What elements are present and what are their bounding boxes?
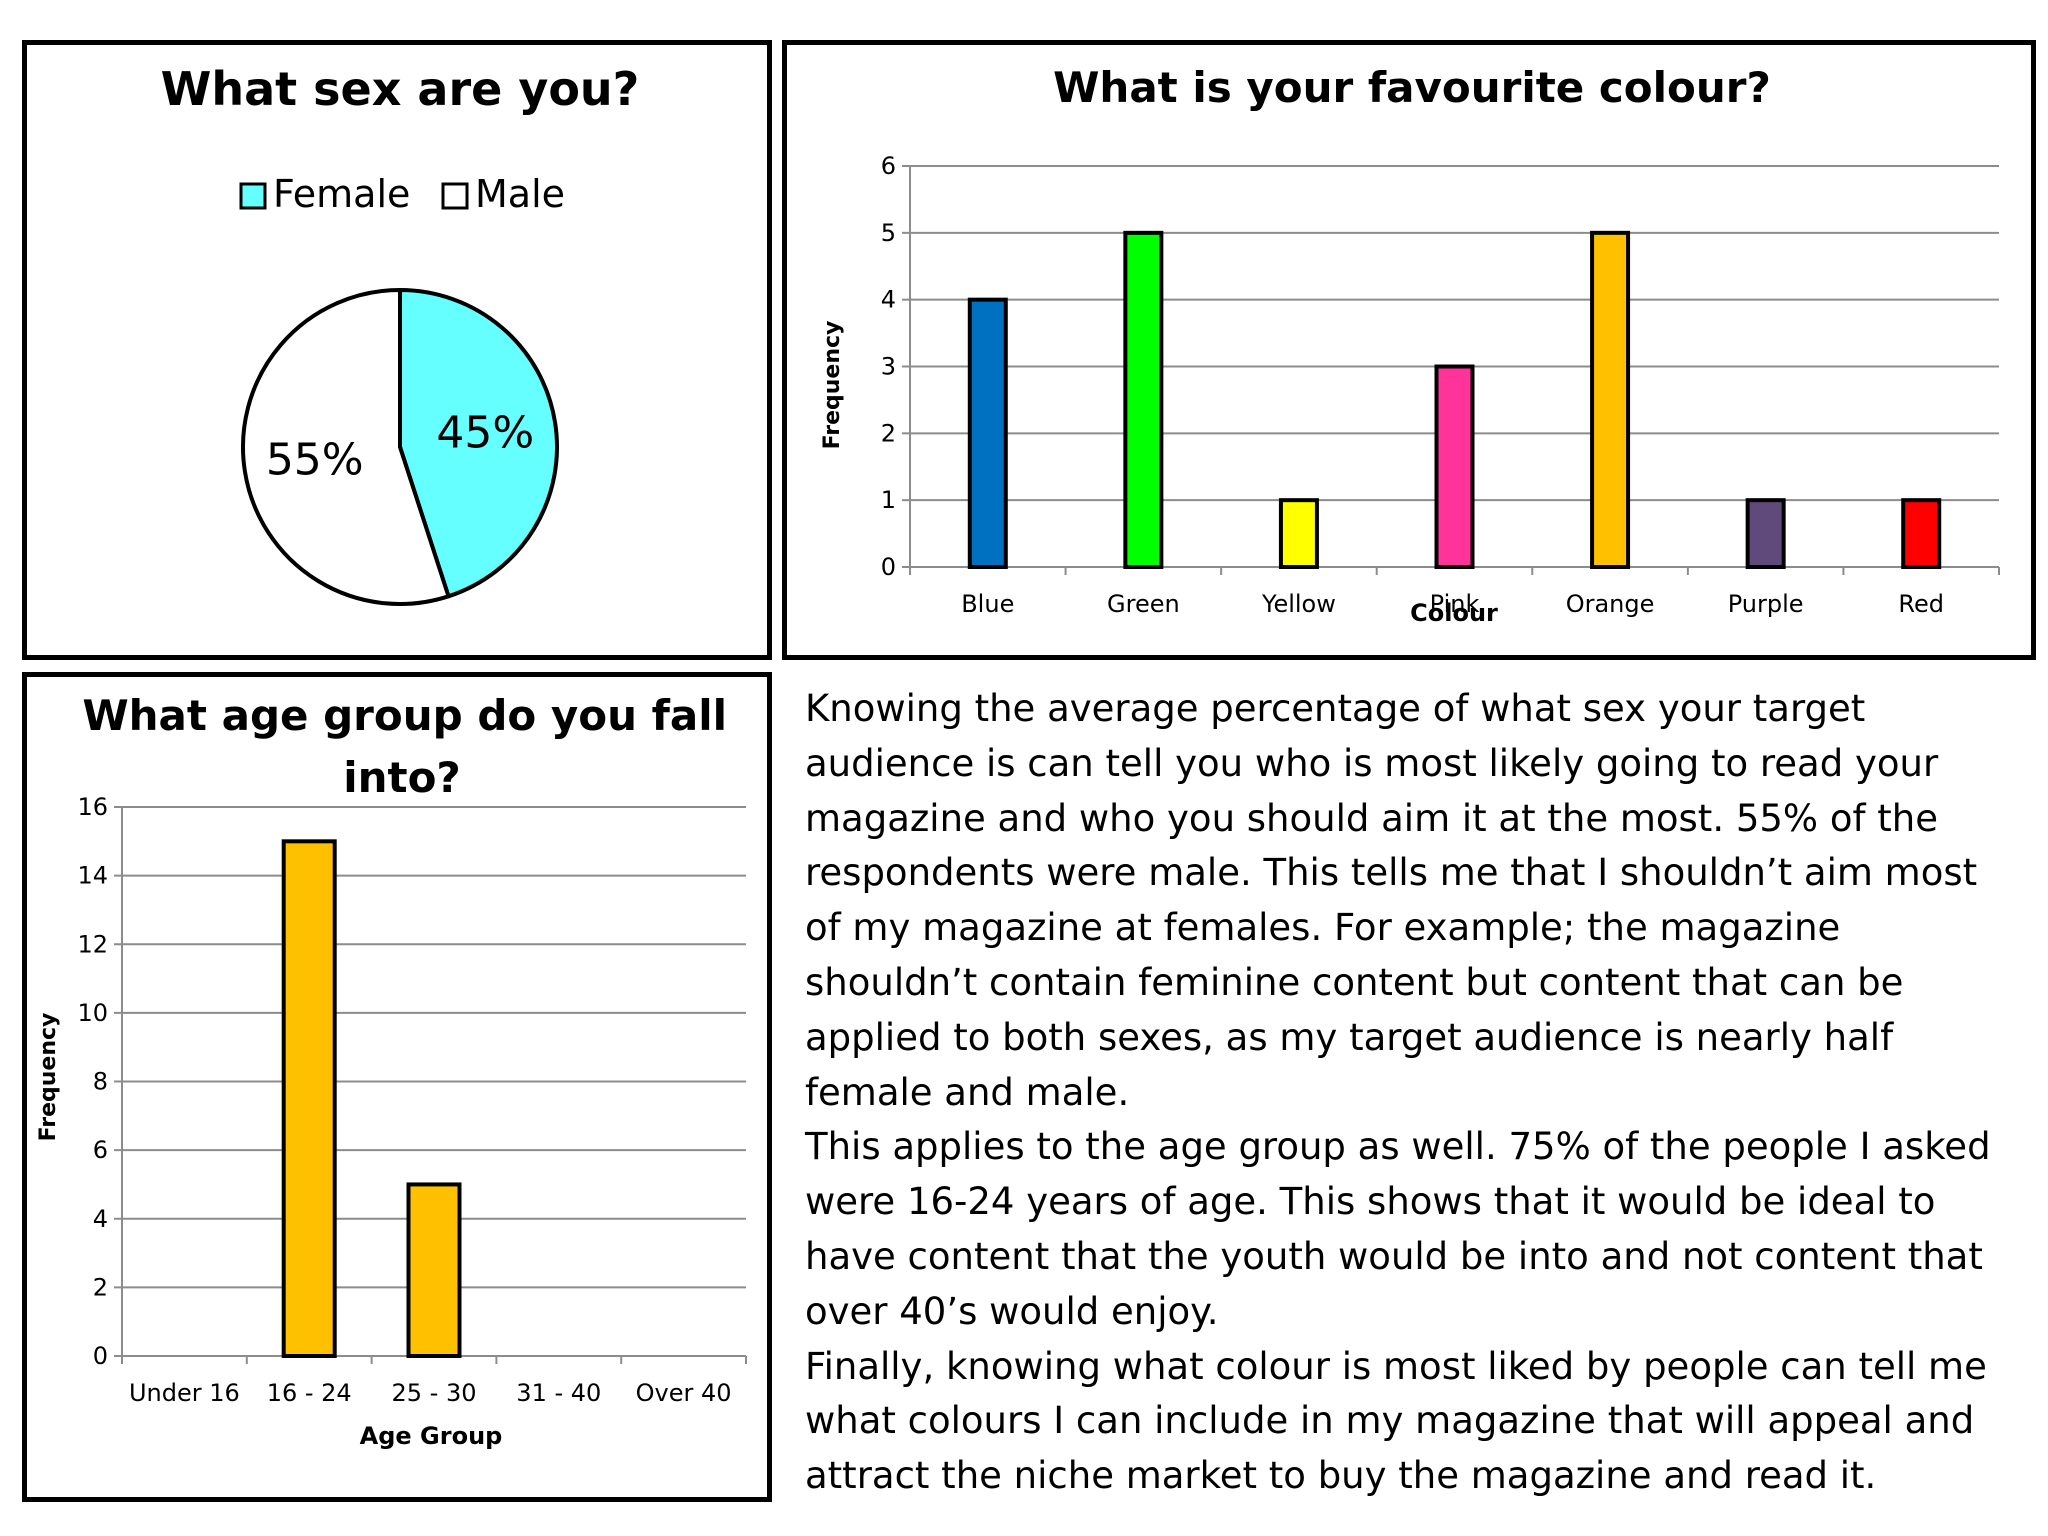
analysis-text: Knowing the average percentage of what s… — [805, 682, 2020, 1504]
pie-data-label-male: 55% — [266, 435, 364, 486]
y-tick-label: 6 — [881, 152, 896, 180]
x-tick-label: Green — [1107, 590, 1180, 618]
bar-blue — [967, 297, 1008, 570]
y-tick-label: 0 — [93, 1342, 108, 1370]
age-x-axis-label: Age Group — [360, 1422, 503, 1450]
analysis-paragraph-age: This applies to the age group as well. 7… — [805, 1125, 1991, 1333]
bar-red — [1901, 498, 1942, 569]
age-plot-area: 0 2 4 6 8 10 12 14 16 Under 16 16 - 24 25 - 30 31 - … — [77, 793, 747, 1407]
colour-chart-panel: What is your favourite colour? 0 1 2 3 4 5 6 Bl… — [782, 40, 2036, 660]
legend-swatch-male — [441, 182, 469, 210]
y-tick-label: 5 — [881, 219, 896, 247]
age-chart-title-line-2: into? — [343, 753, 461, 802]
age-bar-chart: What age group do you fall into? 0 2 4 6 8 10… — [36, 691, 747, 1450]
y-tick-label: 4 — [881, 286, 896, 314]
bar-16-24 — [281, 839, 337, 1358]
bar-green — [1123, 230, 1164, 569]
y-tick-label: 14 — [77, 862, 108, 890]
x-tick-label: Red — [1898, 590, 1944, 618]
x-tick-label: Orange — [1566, 590, 1655, 618]
colour-plot-area: 0 1 2 3 4 5 6 Blue Green Yellow Pink Orange Purple Re… — [881, 152, 2000, 618]
pie-slice-male — [241, 288, 451, 606]
legend-swatch-female — [239, 182, 267, 210]
age-chart-title: What age group do you fall into? — [82, 691, 741, 802]
colour-y-axis-label: Frequency — [820, 321, 845, 450]
age-chart-panel: What age group do you fall into? 0 2 4 6 8 10… — [22, 672, 772, 1502]
bar-yellow — [1278, 498, 1319, 569]
y-tick-label: 1 — [881, 486, 896, 514]
pie-data-label-female: 45% — [436, 407, 534, 458]
y-tick-label: 4 — [93, 1205, 108, 1233]
y-tick-label: 3 — [881, 353, 896, 381]
bar-purple — [1745, 498, 1786, 569]
x-tick-label: Blue — [961, 590, 1014, 618]
sex-chart-title: What sex are you? — [161, 62, 640, 116]
sex-chart-legend: Female Male — [239, 172, 565, 216]
bar-orange — [1590, 230, 1631, 569]
sex-pie-slices: 45% 55% — [241, 288, 559, 606]
x-tick-label: Over 40 — [636, 1379, 732, 1407]
x-tick-label: Under 16 — [129, 1379, 240, 1407]
y-tick-label: 2 — [93, 1273, 108, 1301]
y-tick-label: 12 — [77, 930, 108, 958]
x-tick-label: Yellow — [1261, 590, 1336, 618]
y-tick-label: 10 — [77, 999, 108, 1027]
y-tick-label: 6 — [93, 1136, 108, 1164]
legend-label-male: Male — [475, 172, 565, 216]
x-tick-label: 25 - 30 — [392, 1379, 477, 1407]
analysis-paragraph-sex: Knowing the average percentage of what s… — [805, 687, 1978, 1114]
y-tick-label: 2 — [881, 419, 896, 447]
y-tick-label: 16 — [77, 793, 108, 821]
age-y-axis-label: Frequency — [36, 1013, 61, 1142]
age-chart-title-line-1: What age group do you fall — [82, 691, 727, 740]
legend-label-female: Female — [273, 172, 410, 216]
bar-25-30 — [406, 1182, 462, 1358]
colour-bar-chart: What is your favourite colour? 0 1 2 3 4 5 6 Bl… — [820, 63, 2000, 627]
colour-x-axis-label: Colour — [1410, 599, 1498, 627]
y-tick-label: 8 — [93, 1068, 108, 1096]
x-tick-label: Pink — [1430, 590, 1480, 618]
pie-slice-female — [398, 288, 559, 599]
x-tick-label: Purple — [1728, 590, 1804, 618]
x-tick-label: 16 - 24 — [267, 1379, 352, 1407]
colour-chart-title: What is your favourite colour? — [1053, 63, 1771, 112]
x-tick-label: 31 - 40 — [516, 1379, 601, 1407]
sex-chart-panel: What sex are you? Female Male 45% 55% — [22, 40, 772, 660]
y-tick-label: 0 — [881, 553, 896, 581]
sex-pie-chart: What sex are you? Female Male 45% 55% — [161, 62, 640, 606]
bar-pink — [1434, 364, 1475, 569]
analysis-paragraph-colour: Finally, knowing what colour is most lik… — [805, 1344, 1987, 1498]
